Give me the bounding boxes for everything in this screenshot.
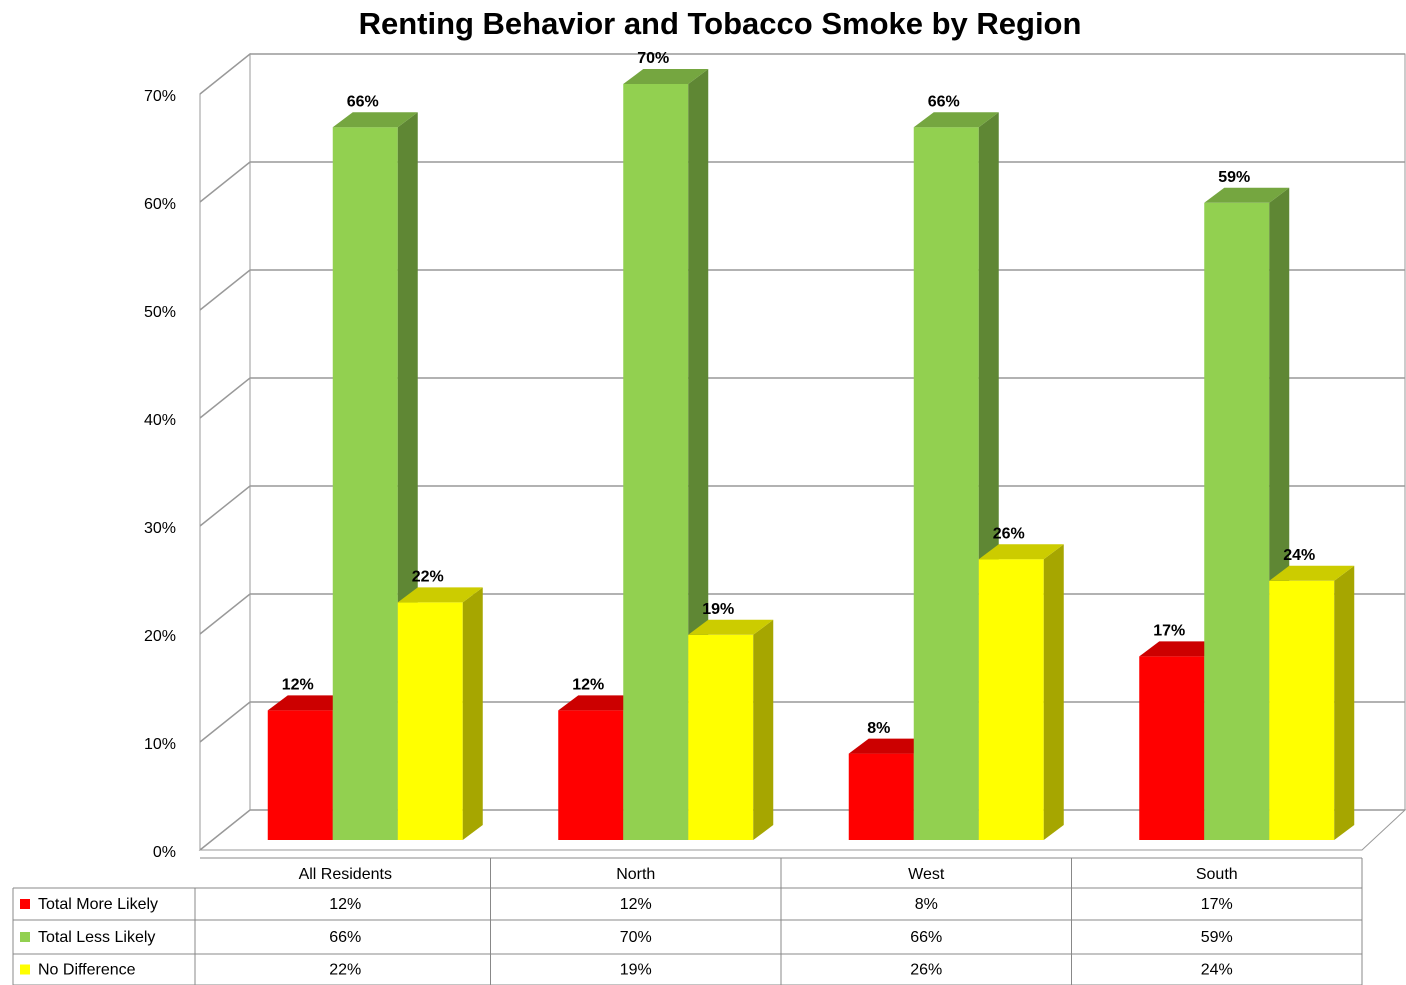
legend-label: Total More Likely [38,896,158,913]
table-cell: 8% [915,896,938,913]
table-cell: 66% [329,929,361,946]
bar-top [623,69,709,84]
legend-swatch [20,932,30,942]
legend-swatch [20,899,30,909]
bar-front [688,634,754,840]
bar-front [397,602,463,840]
chart-title: Renting Behavior and Tobacco Smoke by Re… [359,6,1082,41]
table-cell: 12% [329,896,361,913]
table-cell: 17% [1201,896,1233,913]
y-tick-label: 50% [144,304,176,321]
bar-side [1043,544,1064,840]
table-cell: 19% [620,962,652,979]
table-header: West [908,866,945,883]
data-label: 22% [412,569,444,586]
table-cell: 59% [1201,929,1233,946]
bar-front [1269,580,1335,840]
table-cell: 12% [620,896,652,913]
table-header: All Residents [299,866,392,883]
bar-front [848,753,914,840]
table-header: South [1196,866,1238,883]
bar-top [558,695,644,711]
bar-front [267,710,333,840]
data-label: 17% [1153,623,1185,640]
bar-top [1204,187,1290,203]
table-header: North [616,866,655,883]
table-cell: 24% [1201,962,1233,979]
bar-top [332,112,418,128]
bar-front [913,127,979,840]
bar-front [623,84,689,840]
bar-top [1269,565,1355,581]
bar-top [848,738,934,754]
data-label: 24% [1283,547,1315,564]
side-wall [199,52,251,852]
table-cell: 66% [910,929,942,946]
bar-top [688,619,774,635]
legend-label: No Difference [38,962,136,979]
bar-top [397,587,483,603]
bar-side [462,587,483,840]
bar-front [558,710,624,840]
y-tick-label: 20% [144,628,176,645]
bar-side [1334,565,1355,840]
table-cell: 70% [620,929,652,946]
data-label: 8% [867,720,890,737]
data-label: 59% [1218,169,1250,186]
bar-front [1204,202,1270,841]
grid-line [199,53,1405,95]
y-tick-label: 40% [144,412,176,429]
table-cell: 26% [910,962,942,979]
table-cell: 22% [329,962,361,979]
grid-line [199,269,1405,311]
y-tick-label: 70% [144,88,176,105]
grid-line [199,377,1405,419]
data-label: 66% [928,93,960,110]
legend-label: Total Less Likely [38,929,155,946]
data-label: 70% [637,50,669,67]
bar-side [753,619,774,840]
data-label: 12% [572,677,604,694]
bar-top [267,695,353,711]
bar-front [978,559,1044,840]
bar-front [1139,656,1205,840]
y-tick-label: 0% [153,844,176,861]
data-label: 66% [347,93,379,110]
data-label: 19% [702,601,734,618]
grid-line [199,485,1405,527]
bar-top [913,112,999,128]
bar-top [1139,641,1225,657]
y-tick-label: 10% [144,736,176,753]
y-tick-label: 60% [144,196,176,213]
data-label: 26% [993,525,1025,542]
bar-front [332,127,398,840]
y-tick-label: 30% [144,520,176,537]
legend-swatch [20,964,30,975]
data-label: 12% [282,677,314,694]
bar-top [978,544,1064,560]
grid-line [199,161,1405,203]
